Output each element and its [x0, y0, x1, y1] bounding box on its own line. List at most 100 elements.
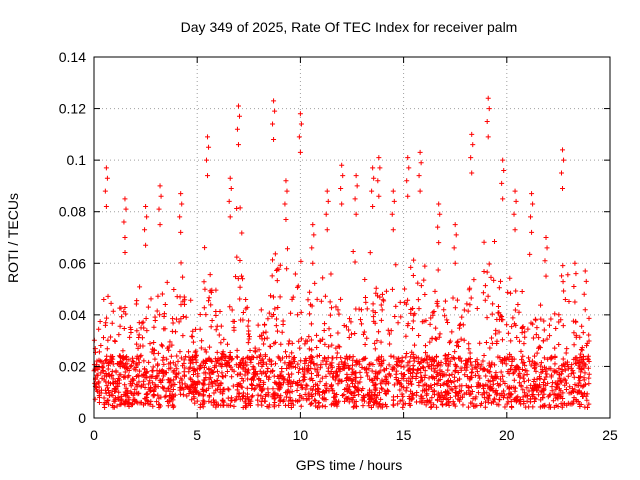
data-point — [577, 374, 583, 380]
data-point — [133, 365, 139, 371]
data-point — [166, 380, 172, 386]
data-point — [479, 392, 485, 398]
data-point — [432, 381, 438, 387]
data-point — [239, 230, 245, 236]
data-point — [288, 310, 294, 316]
data-point — [474, 361, 480, 367]
data-point — [322, 293, 328, 299]
data-point — [159, 291, 165, 297]
data-point — [320, 403, 326, 409]
data-point — [335, 381, 341, 387]
data-point — [482, 404, 488, 410]
data-point — [435, 303, 441, 309]
data-point — [285, 390, 291, 396]
data-point — [371, 175, 377, 181]
data-point — [579, 323, 585, 329]
data-point — [565, 373, 571, 379]
data-point — [431, 309, 437, 315]
data-point — [246, 367, 252, 373]
data-point — [123, 365, 129, 371]
data-point — [178, 385, 184, 391]
data-point — [145, 304, 151, 310]
data-point — [546, 392, 552, 398]
data-point — [379, 307, 385, 313]
data-point — [543, 374, 549, 380]
data-point — [518, 348, 524, 354]
data-point — [151, 339, 157, 345]
data-point — [378, 317, 384, 323]
data-point — [198, 362, 204, 368]
data-point — [263, 392, 269, 398]
data-point — [585, 365, 591, 371]
data-point — [550, 398, 556, 404]
data-point — [107, 393, 113, 399]
data-point — [444, 388, 450, 394]
data-point — [186, 369, 192, 375]
data-point — [499, 180, 505, 186]
data-point — [317, 392, 323, 398]
data-point — [297, 345, 303, 351]
data-point — [327, 299, 333, 305]
data-point — [209, 318, 215, 324]
data-point — [537, 374, 543, 380]
data-point — [529, 229, 535, 235]
data-point — [336, 311, 342, 317]
data-point — [167, 394, 173, 400]
data-point — [508, 290, 514, 296]
data-point — [306, 396, 312, 402]
data-point — [541, 404, 547, 410]
data-point — [189, 389, 195, 395]
data-point — [528, 320, 534, 326]
data-point — [416, 333, 422, 339]
data-point — [101, 360, 107, 366]
data-point — [210, 370, 216, 376]
data-point — [516, 399, 522, 405]
data-point — [493, 388, 499, 394]
data-point — [320, 275, 326, 281]
data-point — [369, 377, 375, 383]
data-point — [530, 201, 536, 207]
data-point — [359, 321, 365, 327]
data-point — [422, 357, 428, 363]
data-point — [244, 355, 250, 361]
data-point — [519, 366, 525, 372]
data-point — [386, 331, 392, 337]
data-point — [463, 357, 469, 363]
data-point — [189, 333, 195, 339]
data-point — [395, 320, 401, 326]
data-point — [453, 385, 459, 391]
data-point — [121, 219, 127, 225]
data-point — [461, 337, 467, 343]
data-point — [329, 305, 335, 311]
data-point — [170, 320, 176, 326]
data-point — [273, 323, 279, 329]
data-point — [326, 344, 332, 350]
data-point — [446, 403, 452, 409]
data-point — [249, 394, 255, 400]
data-point — [221, 402, 227, 408]
data-point — [243, 297, 249, 303]
data-point — [134, 341, 140, 347]
data-point — [288, 364, 294, 370]
data-point — [364, 370, 370, 376]
data-point — [258, 383, 264, 389]
data-point — [567, 384, 573, 390]
data-point — [260, 395, 266, 401]
data-point — [219, 374, 225, 380]
data-point — [226, 198, 232, 204]
data-point — [108, 334, 114, 340]
data-point — [188, 385, 194, 391]
data-point — [110, 354, 116, 360]
data-point — [329, 360, 335, 366]
data-point — [377, 165, 383, 171]
data-point — [445, 379, 451, 385]
data-point — [400, 393, 406, 399]
data-point — [128, 378, 134, 384]
data-point — [572, 387, 578, 393]
data-point — [306, 390, 312, 396]
data-point — [109, 320, 115, 326]
data-point — [244, 362, 250, 368]
data-point — [534, 361, 540, 367]
data-point — [238, 363, 244, 369]
data-point — [161, 385, 167, 391]
